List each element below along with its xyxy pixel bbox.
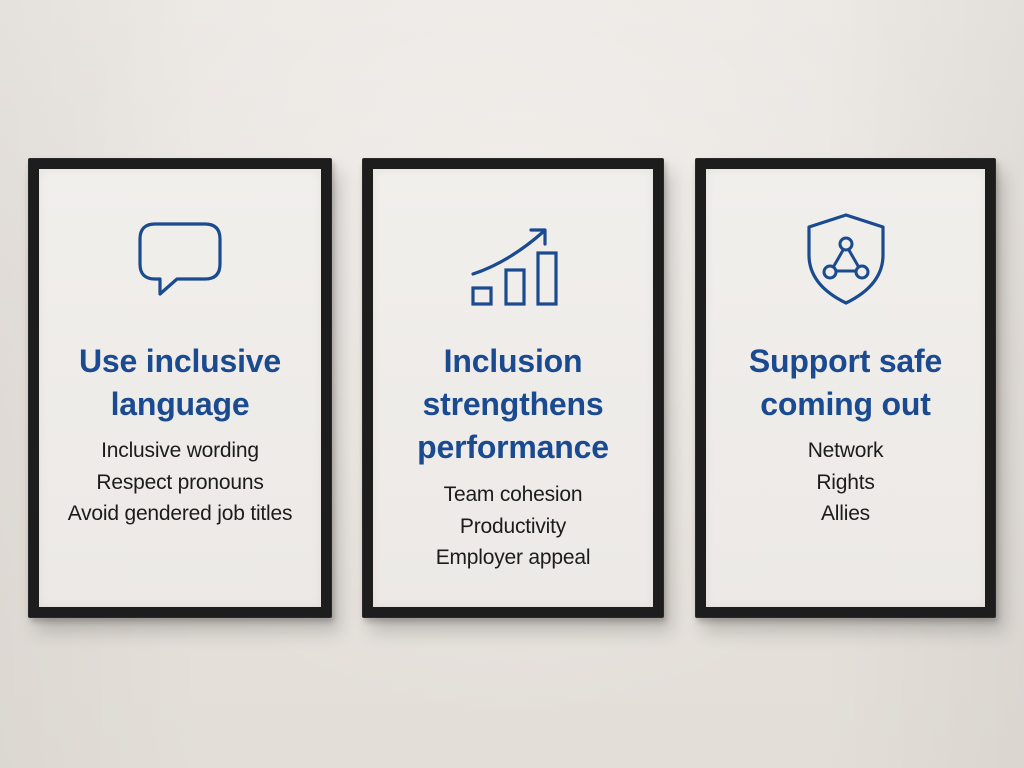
shield-network-icon (803, 211, 889, 307)
poster-frame-inclusion-performance: Inclusion strengthens performance Team c… (362, 158, 664, 618)
poster-frame-safe-coming-out: Support safe coming out Network Rights A… (695, 158, 996, 618)
poster-inclusion-performance: Inclusion strengthens performance Team c… (373, 169, 653, 607)
poster-items: Team cohesion Productivity Employer appe… (373, 479, 653, 574)
poster-safe-coming-out: Support safe coming out Network Rights A… (706, 169, 985, 607)
list-item: Inclusive wording (101, 439, 259, 462)
title-line: Support safe (748, 343, 943, 379)
title-line: Use inclusive (79, 343, 281, 379)
list-item: Allies (821, 502, 870, 525)
list-item: Avoid gendered job titles (67, 502, 293, 525)
poster-items: Inclusive wording Respect pronouns Avoid… (39, 435, 321, 530)
title-line: coming out (760, 386, 931, 422)
list-item: Respect pronouns (96, 470, 264, 494)
poster-inclusive-language: Use inclusive language Inclusive wording… (39, 169, 321, 607)
title-line: performance (417, 429, 609, 465)
poster-items: Network Rights Allies (706, 435, 985, 530)
list-item: Productivity (459, 514, 567, 538)
speech-bubble-icon (135, 219, 225, 301)
list-item: Rights (816, 470, 875, 494)
title-line: language (110, 386, 250, 422)
poster-frame-inclusive-language: Use inclusive language Inclusive wording… (28, 158, 332, 618)
poster-title: Inclusion strengthens performance (373, 340, 653, 469)
poster-title: Use inclusive language (39, 340, 321, 426)
growth-bar-chart-icon (465, 218, 561, 308)
list-item: Network (807, 439, 884, 462)
title-line: strengthens (422, 386, 604, 422)
title-line: Inclusion (443, 343, 583, 379)
list-item: Employer appeal (435, 546, 591, 569)
list-item: Team cohesion (443, 483, 583, 506)
poster-title: Support safe coming out (706, 340, 985, 426)
